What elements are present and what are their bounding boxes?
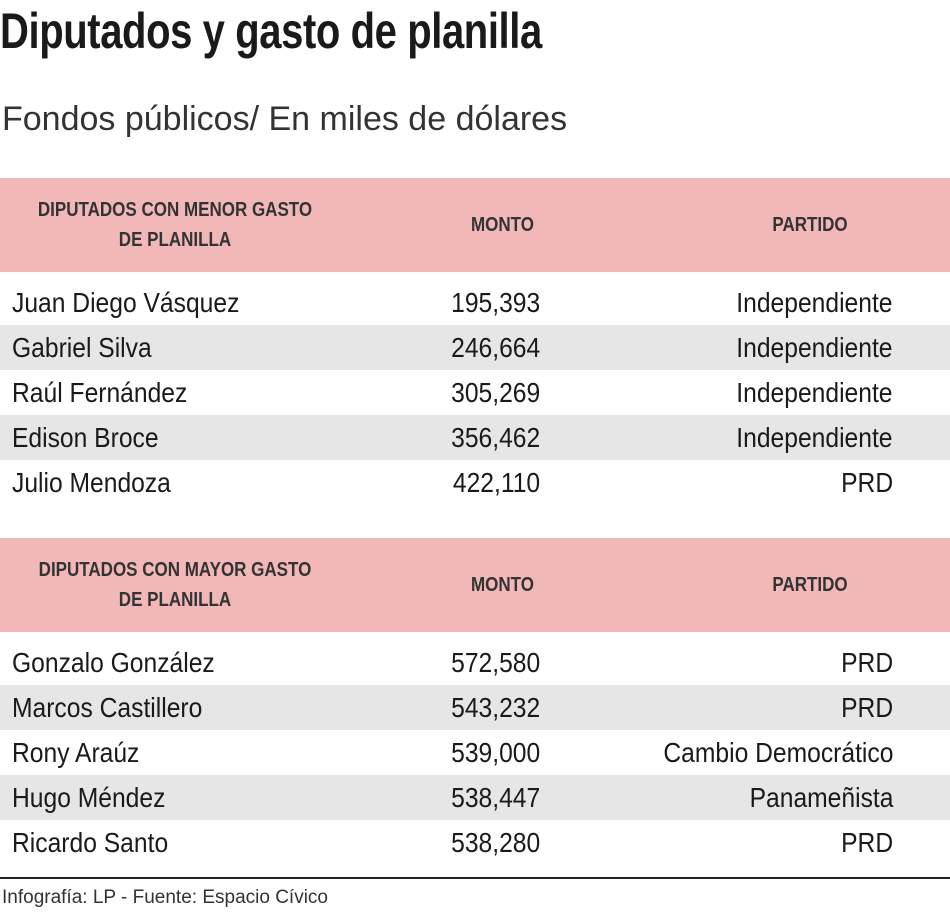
name-cell: Rony Araúz: [12, 737, 140, 768]
name-cell: Edison Broce: [12, 422, 159, 453]
footer: Infografía: LP - Fuente: Espacio Cívico: [2, 887, 328, 908]
table-header: DIPUTADOS CON MAYOR GASTO DE PLANILLA MON…: [0, 538, 950, 632]
header-cell: DIPUTADOS CON MAYOR GASTO DE PLANILLA: [38, 559, 312, 611]
table-row: Rony Araúz 539,000 Cambio Democrático: [0, 730, 950, 775]
table-row: Ricardo Santo 538,280 PRD: [0, 820, 950, 865]
name-cell: Hugo Méndez: [12, 782, 166, 813]
amount-cell: 356,462: [450, 422, 540, 453]
header-cell: DIPUTADOS CON MENOR GASTO DE PLANILLA: [37, 199, 313, 251]
name-cell: Gonzalo González: [12, 647, 215, 678]
footer-rule: [0, 877, 950, 879]
table-header: DIPUTADOS CON MENOR GASTO DE PLANILLA MON…: [0, 178, 950, 272]
title: Diputados y gasto de planilla: [0, 3, 542, 59]
name-cell: Marcos Castillero: [12, 692, 203, 723]
table-row: Hugo Méndez 538,447 Panameñista: [0, 775, 950, 820]
party-cell: Independiente: [736, 422, 893, 453]
name-cell: Gabriel Silva: [12, 332, 152, 363]
name-cell: Raúl Fernández: [12, 377, 188, 408]
party-cell: PRD: [840, 647, 893, 678]
amount-cell: 539,000: [450, 737, 540, 768]
header-cell: PARTIDO: [772, 214, 848, 236]
header-cell: PARTIDO: [772, 574, 848, 596]
party-cell: Independiente: [736, 287, 893, 318]
table-row: Gonzalo González 572,580 PRD: [0, 640, 950, 685]
party-cell: Independiente: [736, 332, 893, 363]
table-row: Raúl Fernández 305,269 Independiente: [0, 370, 950, 415]
table-row: Juan Diego Vásquez 195,393 Independiente: [0, 280, 950, 325]
party-cell: Panameñista: [749, 782, 893, 813]
header-cell: MONTO: [471, 214, 534, 236]
name-cell: Juan Diego Vásquez: [12, 287, 240, 318]
name-cell: Julio Mendoza: [12, 467, 171, 498]
amount-cell: 538,447: [450, 782, 540, 813]
party-cell: Cambio Democrático: [662, 737, 893, 768]
amount-cell: 246,664: [450, 332, 540, 363]
table: DIPUTADOS CON MENOR GASTO DE PLANILLA MON…: [0, 178, 950, 505]
party-cell: Independiente: [736, 377, 893, 408]
amount-cell: 195,393: [450, 287, 540, 318]
name-cell: Ricardo Santo: [12, 827, 169, 858]
table-row: Gabriel Silva 246,664 Independiente: [0, 325, 950, 370]
table: DIPUTADOS CON MAYOR GASTO DE PLANILLA MON…: [0, 538, 950, 865]
table-row: Marcos Castillero 543,232 PRD: [0, 685, 950, 730]
amount-cell: 538,280: [450, 827, 540, 858]
table-row: Julio Mendoza 422,110 PRD: [0, 460, 950, 505]
party-cell: PRD: [840, 467, 893, 498]
amount-cell: 572,580: [450, 647, 540, 678]
amount-cell: 543,232: [450, 692, 540, 723]
party-cell: PRD: [840, 827, 893, 858]
subtitle: Fondos públicos/ En miles de dólares: [2, 100, 568, 138]
table-row: Edison Broce 356,462 Independiente: [0, 415, 950, 460]
amount-cell: 422,110: [452, 467, 540, 498]
party-cell: PRD: [840, 692, 893, 723]
amount-cell: 305,269: [450, 377, 540, 408]
header-cell: MONTO: [471, 574, 534, 596]
